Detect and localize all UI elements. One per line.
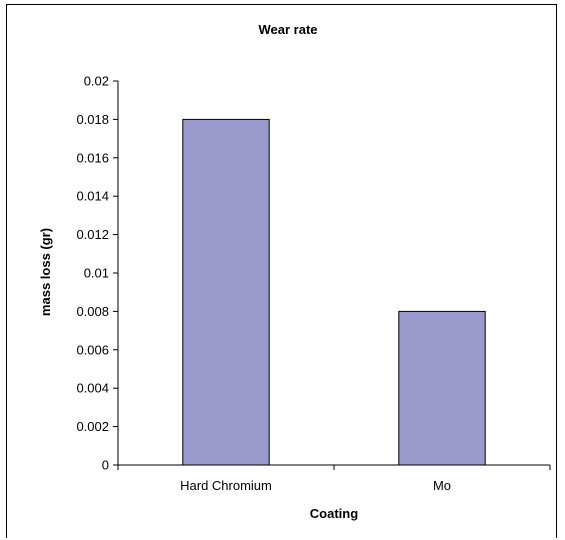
x-axis-title: Coating [310, 506, 358, 521]
y-tick-label: 0.014 [76, 189, 109, 204]
y-tick-label: 0.002 [76, 419, 109, 434]
y-axis-title: mass loss (gr) [38, 228, 53, 316]
x-category-label: Mo [433, 478, 451, 493]
y-tick-label: 0.008 [76, 304, 109, 319]
y-tick-label: 0.02 [84, 74, 109, 89]
y-tick-label: 0.004 [76, 381, 109, 396]
y-tick-label: 0.016 [76, 150, 109, 165]
bar [182, 118, 270, 466]
y-axis: 0 0.002 0.004 0.006 0.008 0.01 0.012 0.014 0.016… [76, 74, 119, 473]
y-tick-label: 0.006 [76, 342, 109, 357]
y-tick-label: 0.012 [76, 227, 109, 242]
chart-title: Wear rate [258, 22, 317, 37]
bars [182, 118, 486, 466]
bar [398, 310, 486, 466]
y-tick-label: 0.018 [76, 112, 109, 127]
x-category-label: Hard Chromium [180, 478, 272, 493]
y-tick-label: 0 [102, 458, 109, 473]
x-axis: Hard Chromium Mo [117, 464, 551, 493]
y-tick-label: 0.01 [84, 266, 109, 281]
